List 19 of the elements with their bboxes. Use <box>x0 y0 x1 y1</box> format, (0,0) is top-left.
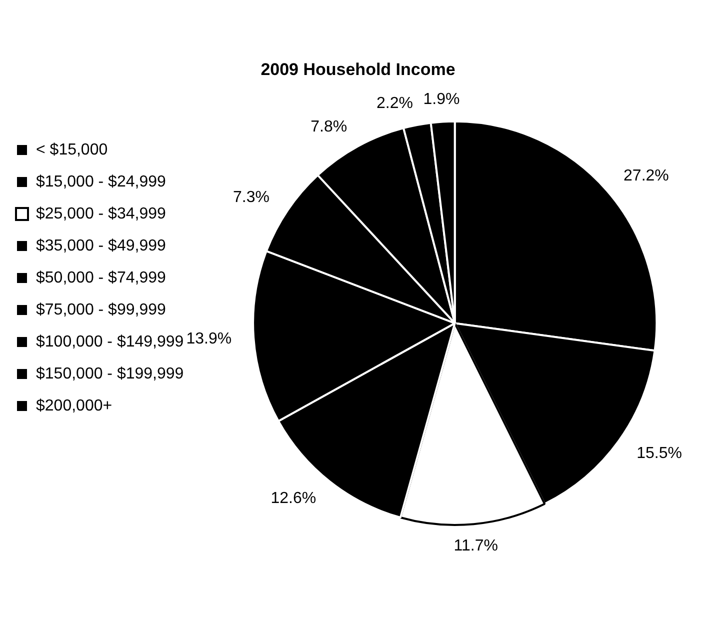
legend-label: $35,000 - $49,999 <box>36 237 166 254</box>
data-label: 15.5% <box>636 445 682 462</box>
legend-label: < $15,000 <box>36 141 108 158</box>
legend-label: $150,000 - $199,999 <box>36 365 184 382</box>
data-label: 1.9% <box>423 91 460 108</box>
data-label: 11.7% <box>454 537 498 554</box>
legend-label: $25,000 - $34,999 <box>36 205 166 222</box>
data-label: 12.6% <box>270 490 316 508</box>
chart-title: 2009 Household Income <box>260 60 456 79</box>
legend-label: $100,000 - $149,999 <box>36 333 184 350</box>
legend-label: $200,000+ <box>36 397 112 414</box>
data-label: 7.3% <box>233 189 270 206</box>
data-label: 2.2% <box>376 94 413 112</box>
legend-label: $75,000 - $99,999 <box>36 301 166 318</box>
data-label: 7.8% <box>310 118 348 136</box>
data-label: 27.2% <box>624 168 669 185</box>
data-label: 13.9% <box>186 330 232 348</box>
legend-label: $50,000 - $74,999 <box>36 269 166 286</box>
legend-label: $15,000 - $24,999 <box>36 173 166 190</box>
